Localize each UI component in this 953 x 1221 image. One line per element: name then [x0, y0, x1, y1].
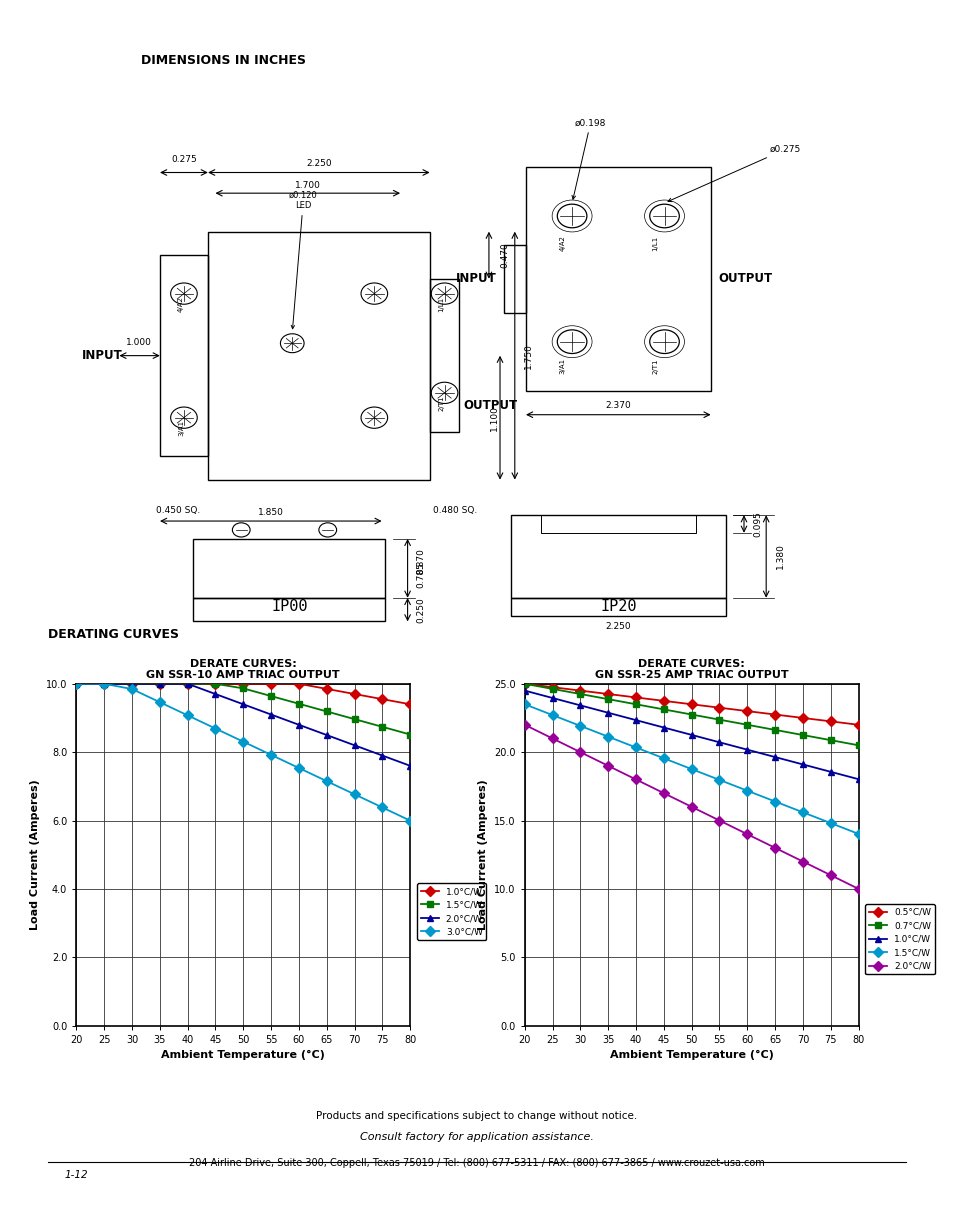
Bar	[511, 598, 724, 615]
Text: 1-12: 1-12	[65, 1170, 89, 1179]
Text: 2.250: 2.250	[306, 159, 332, 168]
Y-axis label: Load Current (Amperes): Load Current (Amperes)	[478, 779, 488, 930]
Text: 3/A1: 3/A1	[178, 420, 184, 436]
Text: ø0.198: ø0.198	[572, 118, 606, 199]
Text: 0.450 SQ.: 0.450 SQ.	[156, 507, 200, 515]
Text: 3/A1: 3/A1	[559, 358, 565, 374]
X-axis label: Ambient Temperature (°C): Ambient Temperature (°C)	[161, 1050, 325, 1060]
Text: 1.850: 1.850	[257, 508, 283, 516]
Text: 1.380: 1.380	[775, 543, 784, 569]
Text: 0.095: 0.095	[753, 512, 761, 537]
Text: INPUT: INPUT	[456, 272, 496, 286]
Text: 4/A2: 4/A2	[559, 234, 565, 250]
Text: 0.275: 0.275	[171, 155, 196, 164]
Text: 2/T1: 2/T1	[438, 396, 444, 411]
Circle shape	[233, 523, 250, 537]
Circle shape	[318, 523, 336, 537]
Text: DIMENSIONS IN INCHES: DIMENSIONS IN INCHES	[141, 55, 306, 67]
Text: IP20: IP20	[599, 600, 636, 614]
Text: 2.370: 2.370	[605, 402, 631, 410]
Text: 1/L1: 1/L1	[438, 297, 444, 313]
Text: 204 Airline Drive, Suite 300, Coppell, Texas 75019 / Tel: (800) 677-5311 / FAX: : 204 Airline Drive, Suite 300, Coppell, T…	[189, 1158, 764, 1168]
Legend: 1.0°C/W, 1.5°C/W, 2.0°C/W, 3.0°C/W: 1.0°C/W, 1.5°C/W, 2.0°C/W, 3.0°C/W	[416, 884, 486, 940]
Text: 1.000: 1.000	[126, 338, 152, 347]
Text: 0.870: 0.870	[416, 548, 425, 574]
Text: 0.250: 0.250	[416, 597, 425, 623]
Text: ø0.275: ø0.275	[667, 145, 801, 201]
Bar	[208, 232, 429, 480]
Bar	[193, 598, 385, 621]
Text: OUTPUT: OUTPUT	[718, 272, 771, 286]
Text: 1.100: 1.100	[490, 404, 498, 431]
Bar	[525, 166, 710, 391]
X-axis label: Ambient Temperature (°C): Ambient Temperature (°C)	[609, 1050, 773, 1060]
Text: ø0.120
LED: ø0.120 LED	[289, 190, 317, 328]
Bar	[193, 538, 385, 598]
Y-axis label: Load Current (Amperes): Load Current (Amperes)	[30, 779, 40, 930]
Bar	[429, 278, 458, 432]
Text: 1.750: 1.750	[524, 343, 533, 369]
Text: Products and specifications subject to change without notice.: Products and specifications subject to c…	[316, 1111, 637, 1121]
Text: 2/T1: 2/T1	[652, 359, 658, 374]
Title: DERATE CURVES:
GN SSR-10 AMP TRIAC OUTPUT: DERATE CURVES: GN SSR-10 AMP TRIAC OUTPU…	[147, 658, 339, 680]
Text: 0.470: 0.470	[499, 242, 509, 269]
Text: OUTPUT: OUTPUT	[462, 399, 517, 411]
Text: IP00: IP00	[271, 600, 307, 614]
Title: DERATE CURVES:
GN SSR-25 AMP TRIAC OUTPUT: DERATE CURVES: GN SSR-25 AMP TRIAC OUTPU…	[595, 658, 787, 680]
Legend: 0.5°C/W, 0.7°C/W, 1.0°C/W, 1.5°C/W, 2.0°C/W: 0.5°C/W, 0.7°C/W, 1.0°C/W, 1.5°C/W, 2.0°…	[864, 904, 934, 974]
Bar	[511, 515, 724, 598]
Bar	[503, 245, 525, 313]
Text: DERATING CURVES: DERATING CURVES	[48, 628, 178, 641]
Bar	[540, 515, 696, 532]
Text: 2.250: 2.250	[605, 621, 631, 631]
Text: 1/L1: 1/L1	[652, 236, 658, 250]
Text: Consult factory for application assistance.: Consult factory for application assistan…	[359, 1132, 594, 1143]
Bar	[160, 255, 208, 457]
Text: 0.480 SQ.: 0.480 SQ.	[433, 507, 477, 515]
Text: 1.700: 1.700	[294, 181, 320, 190]
Text: INPUT: INPUT	[82, 349, 123, 363]
Text: 0.785: 0.785	[416, 563, 425, 589]
Text: 4/A2: 4/A2	[178, 297, 184, 313]
